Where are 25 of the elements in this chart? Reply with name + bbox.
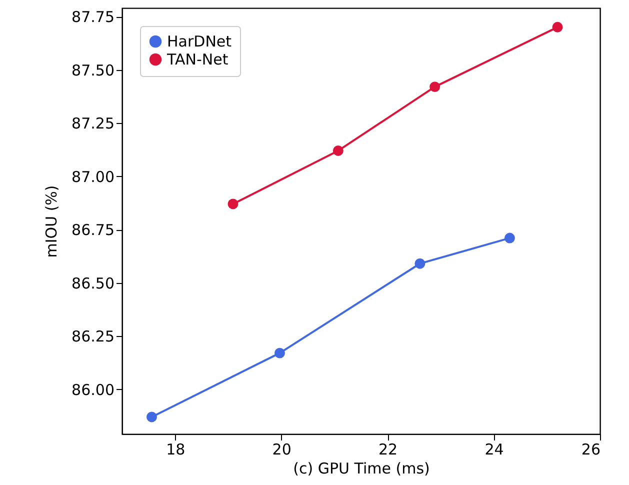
x-tick-label: 18	[166, 440, 186, 458]
x-axis-title: (c) GPU Time (ms)	[293, 460, 430, 478]
y-tick-label: 87.00	[72, 168, 114, 186]
point	[414, 258, 426, 269]
y-tick-label: 86.00	[72, 380, 114, 399]
legend-label: TAN-Net	[166, 50, 228, 68]
point	[552, 22, 563, 32]
point	[332, 145, 344, 156]
x-tick-label: 24	[484, 440, 504, 458]
y-tick-label: 87.50	[72, 61, 114, 80]
point	[504, 232, 515, 244]
y-tick-label: 87.25	[72, 114, 114, 133]
y-tick-label: 86.25	[72, 328, 114, 346]
y-axis-title: mIOU (%)	[42, 185, 61, 258]
point	[274, 348, 285, 358]
point	[146, 412, 157, 422]
y-tick-label: 86.75	[72, 221, 114, 240]
y-tick-label: 87.75	[72, 8, 114, 26]
x-tick-label: 20	[272, 440, 292, 458]
point	[430, 82, 440, 92]
x-tick-label: 26	[581, 440, 600, 458]
x-tick-label: 22	[378, 440, 398, 458]
legend-label: HarDNet	[167, 32, 232, 50]
y-tick-label: 86.50	[72, 274, 114, 292]
point	[228, 198, 238, 210]
